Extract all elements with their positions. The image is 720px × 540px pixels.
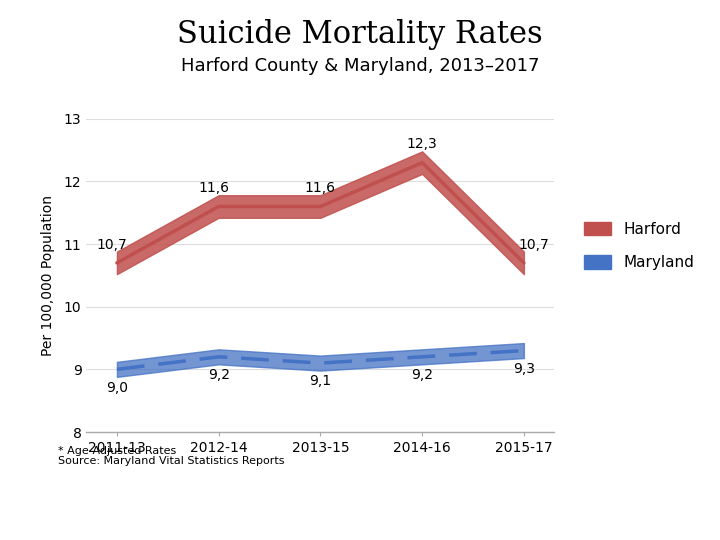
Text: 9,2: 9,2 <box>411 368 433 382</box>
Text: 9,3: 9,3 <box>513 362 535 376</box>
Harford <box>520 260 528 266</box>
Text: 9,2: 9,2 <box>207 368 230 382</box>
Text: 26: 26 <box>22 505 45 523</box>
Text: Suicide Mortality Rates: Suicide Mortality Rates <box>177 19 543 50</box>
Y-axis label: Per 100,000 Population: Per 100,000 Population <box>42 195 55 356</box>
Maryland <box>112 366 121 373</box>
Text: * Age-Adjusted Rates: * Age-Adjusted Rates <box>58 446 176 456</box>
Text: 10,7: 10,7 <box>518 238 549 252</box>
Text: 9,0: 9,0 <box>106 381 128 395</box>
Maryland <box>215 354 223 360</box>
Text: Source: Maryland Vital Statistics Reports: Source: Maryland Vital Statistics Report… <box>58 456 284 467</box>
Text: 10,7: 10,7 <box>96 238 127 252</box>
Line: Maryland: Maryland <box>117 350 524 369</box>
Text: 9,1: 9,1 <box>310 374 331 388</box>
Maryland <box>418 354 426 360</box>
Line: Harford: Harford <box>117 163 524 263</box>
Text: 11,6: 11,6 <box>305 181 336 195</box>
Harford <box>316 203 325 210</box>
Maryland <box>520 347 528 354</box>
Text: Harford County & Maryland, 2013–2017: Harford County & Maryland, 2013–2017 <box>181 57 539 75</box>
Harford <box>112 260 121 266</box>
Text: 12,3: 12,3 <box>407 137 438 151</box>
Legend: Harford, Maryland: Harford, Maryland <box>576 214 702 278</box>
Harford <box>215 203 223 210</box>
Maryland <box>316 360 325 366</box>
Harford <box>418 159 426 166</box>
Text: 11,6: 11,6 <box>198 181 229 195</box>
